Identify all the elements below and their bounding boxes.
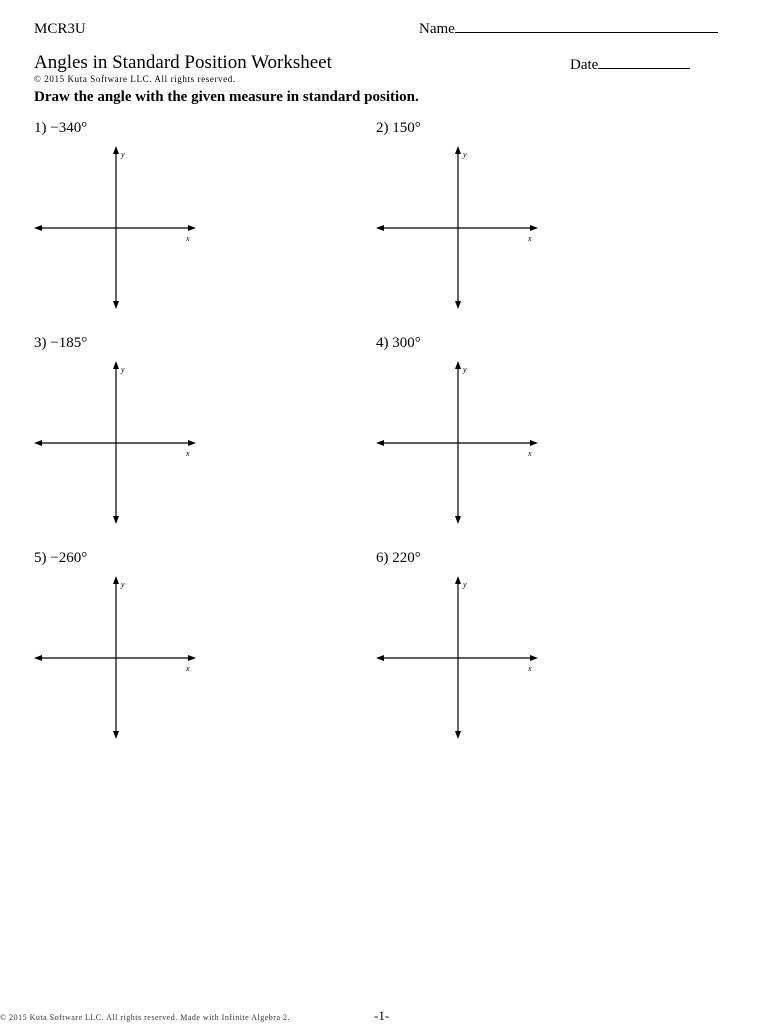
problem-number: 6) [376,550,389,566]
problem-1: 1) −340° [34,120,87,137]
coordinate-axes[interactable]: xy [373,358,543,528]
x-axis-label: x [527,449,532,458]
problem-angle: 220° [392,550,421,566]
y-axis-label: y [120,580,125,589]
arrow-right-icon [188,440,196,446]
date-blank[interactable] [598,68,691,69]
arrow-left-icon [376,225,384,231]
arrow-up-icon [455,576,461,584]
arrow-up-icon [113,361,119,369]
page-number: -1- [374,1008,390,1023]
arrow-down-icon [455,301,461,309]
problem-5: 5) −260° [34,550,87,567]
arrow-down-icon [113,516,119,524]
x-axis-label: x [185,664,190,673]
arrow-up-icon [113,576,119,584]
y-axis-label: y [462,580,467,589]
arrow-down-icon [113,731,119,739]
problem-number: 5) [34,550,47,566]
problem-angle: −185° [50,335,88,351]
arrow-left-icon [376,655,384,661]
coordinate-axes[interactable]: xy [31,573,201,743]
y-axis-label: y [120,150,125,159]
coordinate-axes[interactable]: xy [373,143,543,313]
x-axis-label: x [527,234,532,243]
problem-angle: −340° [50,120,88,136]
problem-angle: 300° [392,335,421,351]
problem-number: 2) [376,120,389,136]
name-label: Name [419,21,455,37]
problem-3: 3) −185° [34,335,87,352]
x-axis-label: x [185,234,190,243]
problem-4: 4) 300° [376,335,421,352]
arrow-down-icon [113,301,119,309]
arrow-up-icon [455,146,461,154]
arrow-right-icon [530,655,538,661]
arrow-left-icon [376,440,384,446]
date-label: Date [570,57,599,73]
copyright-notice: © 2015 Kuta Software LLC. All rights res… [34,74,236,84]
problem-angle: −260° [50,550,88,566]
arrow-left-icon [34,655,42,661]
arrow-right-icon [530,225,538,231]
arrow-left-icon [34,440,42,446]
name-blank[interactable] [454,32,718,33]
arrow-up-icon [455,361,461,369]
page-title: Angles in Standard Position Worksheet [34,52,332,73]
y-axis-label: y [120,365,125,374]
problem-2: 2) 150° [376,120,421,137]
problem-6: 6) 220° [376,550,421,567]
arrow-up-icon [113,146,119,154]
arrow-down-icon [455,731,461,739]
name-field[interactable]: Name [419,21,718,38]
course-code: MCR3U [34,21,86,37]
problem-number: 3) [34,335,47,351]
coordinate-axes[interactable]: xy [31,143,201,313]
arrow-down-icon [455,516,461,524]
arrow-right-icon [188,225,196,231]
problem-number: 4) [376,335,389,351]
arrow-right-icon [188,655,196,661]
arrow-right-icon [530,440,538,446]
x-axis-label: x [527,664,532,673]
problem-number: 1) [34,120,47,136]
problem-angle: 150° [392,120,421,136]
date-field[interactable]: Date [570,57,691,74]
coordinate-axes[interactable]: xy [31,358,201,528]
x-axis-label: x [185,449,190,458]
footer-copyright: © 2015 Kuta Software LLC. All rights res… [0,1013,291,1022]
coordinate-axes[interactable]: xy [373,573,543,743]
arrow-left-icon [34,225,42,231]
y-axis-label: y [462,365,467,374]
instructions: Draw the angle with the given measure in… [34,89,419,105]
y-axis-label: y [462,150,467,159]
